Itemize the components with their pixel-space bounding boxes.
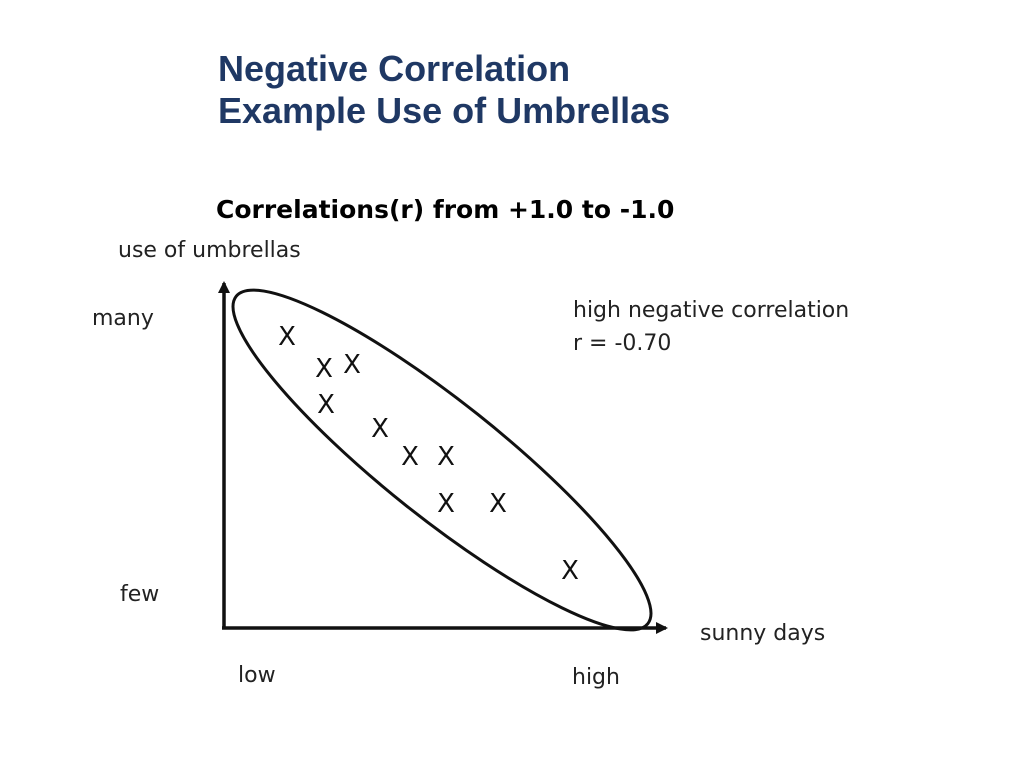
slide-title: Negative Correlation Example Use of Umbr… (218, 48, 670, 132)
title-line-2: Example Use of Umbrellas (218, 90, 671, 131)
data-point: X (278, 322, 296, 352)
x-axis-label: sunny days (700, 621, 825, 646)
y-axis-label: use of umbrellas (118, 238, 301, 263)
data-point: X (343, 350, 361, 380)
data-point: X (561, 556, 579, 586)
annotation-description: high negative correlation (573, 298, 849, 323)
data-point: X (489, 489, 507, 519)
x-high-label: high (572, 665, 620, 690)
annotation-r-value: r = -0.70 (573, 331, 671, 356)
title-line-1: Negative Correlation (218, 48, 571, 89)
data-point: X (437, 489, 455, 519)
x-low-label: low (238, 663, 276, 688)
data-point: X (371, 414, 389, 444)
subtitle: Correlations(r) from +1.0 to -1.0 (216, 195, 675, 224)
data-point: X (401, 442, 419, 472)
data-point: X (317, 390, 335, 420)
y-high-label: many (92, 306, 154, 331)
correlation-ellipse (231, 288, 653, 632)
data-point: X (315, 354, 333, 384)
y-low-label: few (120, 582, 159, 607)
data-point: X (437, 442, 455, 472)
